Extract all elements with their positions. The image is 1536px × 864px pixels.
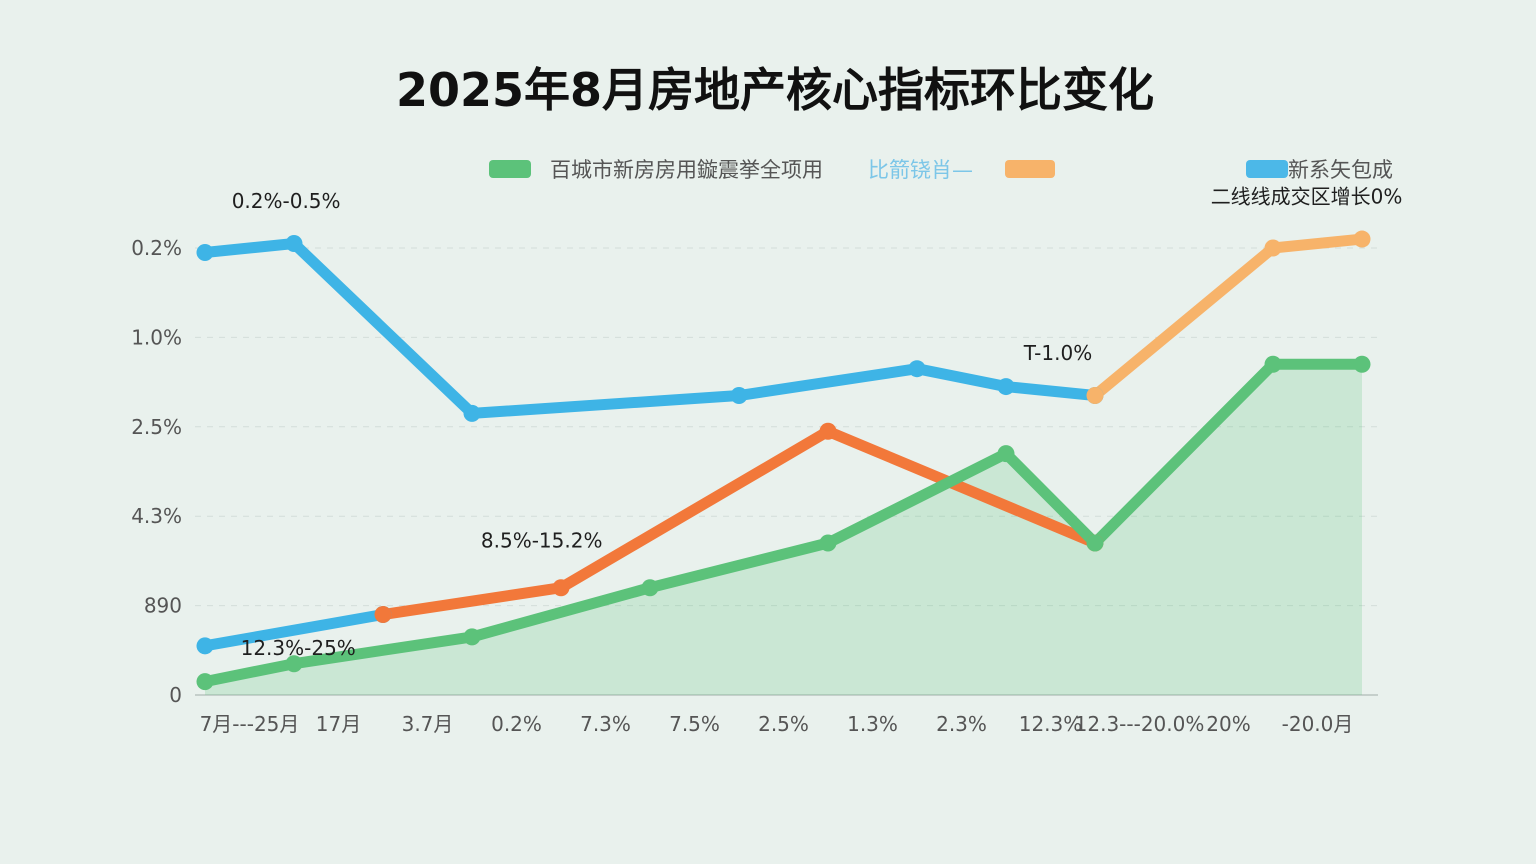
- x-tick-label: 2.3%: [936, 712, 987, 736]
- legend-swatch: [1005, 160, 1055, 178]
- x-tick-label: 7.5%: [669, 712, 720, 736]
- y-tick-label: 0: [169, 683, 182, 707]
- data-point: [730, 387, 748, 405]
- data-point: [1086, 387, 1104, 405]
- annotations: 0.2%-0.5% 8.5%-15.2% T-1.0% 12.3%-25% 二线线成交区…: [232, 184, 1403, 659]
- x-tick-label: 7.3%: [580, 712, 631, 736]
- data-point: [552, 579, 570, 597]
- data-point: [1353, 355, 1371, 373]
- area-fills: [205, 364, 1362, 695]
- legend-label: 百城市新房房用鏇震挙全项用: [550, 158, 823, 182]
- legend-label: 新系矢包成: [1288, 158, 1393, 182]
- data-point: [819, 534, 837, 552]
- x-tick-label: 12.3%: [1019, 712, 1083, 736]
- data-point: [997, 445, 1015, 463]
- series-line: [199, 609, 389, 652]
- data-point: [196, 243, 214, 261]
- data-point: [908, 360, 926, 378]
- annotation-label: 12.3%-25%: [241, 636, 356, 660]
- x-tick-label: 20%: [1206, 712, 1250, 736]
- y-tick-label: 4.3%: [131, 504, 182, 528]
- annotation-label: 8.5%-15.2%: [481, 528, 603, 552]
- y-tick-label: 2.5%: [131, 415, 182, 439]
- annotation-label: T-1.0%: [1023, 341, 1092, 365]
- data-point: [1264, 239, 1282, 257]
- data-point: [819, 422, 837, 440]
- legend: 百城市新房房用鏇震挙全项用 比箭铙肖— 新系矢包成: [489, 158, 1393, 182]
- data-point: [997, 378, 1015, 396]
- annotation-label: 二线线成交区增长0%: [1211, 184, 1403, 208]
- x-tick-label: 3.7月: [402, 712, 454, 736]
- data-point: [196, 637, 214, 655]
- series-line: [199, 238, 1101, 419]
- x-tick-label: 2.5%: [758, 712, 809, 736]
- chart-title: 2025年8月房地产核心指标环比变化: [396, 63, 1154, 117]
- x-tick-label: 17月: [316, 712, 361, 736]
- data-point: [196, 673, 214, 691]
- axis-ticks: 0.2% 1.0% 2.5% 4.3% 890 0 7月---25月 17月 3.7月 0.2% 7…: [131, 236, 1353, 736]
- x-tick-label: 12.3---20.0%: [1075, 712, 1205, 736]
- series-line: [377, 425, 1101, 621]
- x-tick-label: -20.0月: [1282, 712, 1354, 736]
- data-point: [285, 235, 303, 253]
- data-point: [641, 579, 659, 597]
- x-tick-label: 0.2%: [491, 712, 542, 736]
- x-tick-label: 1.3%: [847, 712, 898, 736]
- data-point: [1264, 355, 1282, 373]
- area-fill: [205, 364, 1362, 695]
- data-point: [463, 628, 481, 646]
- x-tick-label: 7月---25月: [200, 712, 300, 736]
- data-point: [463, 404, 481, 422]
- legend-swatch: [1246, 160, 1288, 178]
- data-point: [1353, 230, 1371, 248]
- legend-label: 比箭铙肖—: [868, 158, 973, 182]
- data-point: [374, 606, 392, 624]
- legend-swatch: [489, 160, 531, 178]
- annotation-label: 0.2%-0.5%: [232, 189, 341, 213]
- y-tick-label: 890: [144, 594, 182, 618]
- y-tick-label: 1.0%: [131, 325, 182, 349]
- data-point: [1086, 534, 1104, 552]
- data-point: [285, 655, 303, 673]
- y-tick-label: 0.2%: [131, 236, 182, 260]
- series-points: [196, 230, 1371, 691]
